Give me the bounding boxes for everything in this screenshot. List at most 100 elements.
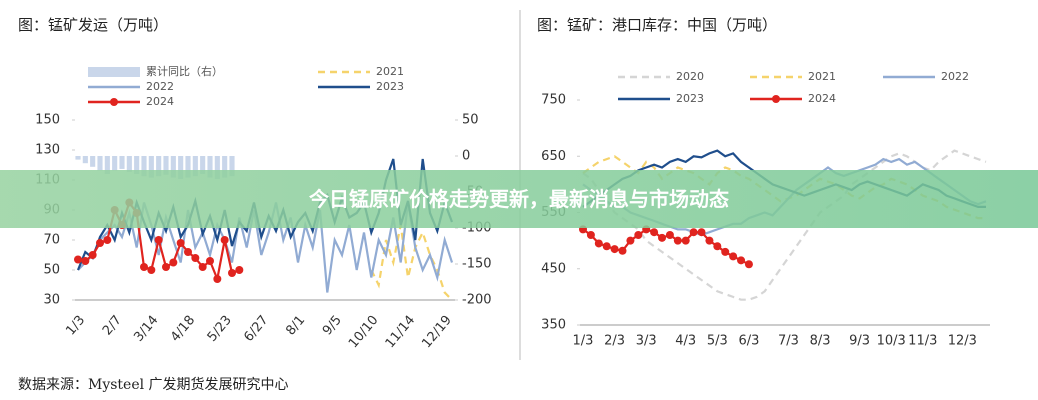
marker [147, 266, 156, 274]
legend-label: 2021 [376, 65, 404, 78]
bar [126, 156, 132, 172]
bar [119, 156, 125, 169]
marker [140, 263, 148, 271]
y2-tick-label: -200 [462, 293, 492, 308]
marker [228, 269, 236, 277]
bar [170, 156, 176, 178]
y-tick-label: 750 [541, 93, 566, 108]
bar [185, 156, 191, 178]
legend-label: 2022 [146, 80, 174, 93]
marker [650, 228, 659, 237]
legend-label: 2023 [376, 80, 404, 93]
bar [75, 156, 81, 160]
x-tick-label: 8/3 [810, 334, 831, 349]
marker [235, 266, 244, 274]
x-tick-label: 4/18 [168, 313, 198, 345]
marker [586, 231, 595, 239]
x-tick-label: 9/5 [320, 313, 345, 339]
banner: 今日锰原矿价格走势更新，最新消息与市场动态 [0, 170, 1038, 228]
bar [97, 156, 103, 171]
y2-tick-label: 50 [462, 113, 479, 128]
bar [229, 156, 235, 177]
marker [658, 233, 667, 242]
marker [697, 228, 706, 237]
marker [721, 247, 730, 256]
x-tick-label: 1/3 [573, 334, 594, 349]
marker [729, 252, 738, 261]
x-tick-label: 2/3 [604, 334, 625, 349]
marker [737, 256, 746, 265]
chart-title: 图：锰矿发运（万吨） [18, 16, 168, 34]
x-tick-label: 12/3 [948, 334, 977, 349]
legend-label: 2021 [808, 70, 836, 83]
marker [206, 257, 214, 265]
x-tick-label: 4/3 [675, 334, 696, 349]
source-note: 数据来源：Mysteel 广发期货发展研究中心 [18, 377, 289, 393]
bar [134, 156, 140, 174]
chart-title: 图：锰矿：港口库存：中国（万吨） [537, 16, 777, 34]
y2-tick-label: 0 [462, 149, 470, 164]
y-tick-label: 450 [541, 261, 566, 276]
legend-label: 累计同比（右） [146, 64, 223, 78]
bar [104, 156, 110, 174]
legend-swatch [88, 67, 140, 77]
y-tick-label: 50 [43, 263, 60, 278]
x-tick-label: 1/3 [63, 313, 88, 339]
series-line [582, 228, 750, 266]
bar [178, 156, 184, 180]
legend-label: 2020 [676, 70, 704, 83]
y-tick-label: 30 [43, 293, 60, 308]
marker [81, 257, 90, 265]
x-tick-label: 5/23 [205, 313, 235, 345]
marker [681, 236, 690, 245]
y-tick-label: 150 [35, 113, 60, 128]
x-tick-label: 3/14 [131, 313, 161, 345]
marker [626, 236, 635, 245]
x-tick-label: 11/14 [383, 313, 419, 351]
marker [184, 248, 192, 256]
marker [610, 245, 619, 254]
marker [88, 251, 97, 259]
x-tick-label: 5/3 [707, 334, 728, 349]
y-tick-label: 70 [43, 233, 60, 248]
x-tick-label: 10/3 [877, 334, 906, 349]
bar [200, 156, 206, 174]
marker [744, 260, 753, 269]
marker [162, 263, 170, 271]
x-tick-label: 6/3 [738, 334, 759, 349]
marker [191, 254, 200, 262]
marker [103, 236, 112, 244]
y-tick-label: 650 [541, 149, 566, 164]
marker [618, 246, 627, 255]
marker [689, 228, 698, 237]
marker [154, 236, 163, 244]
marker [220, 236, 229, 244]
x-tick-label: 8/1 [283, 313, 308, 339]
marker [74, 255, 82, 264]
marker [213, 275, 222, 283]
bar [141, 156, 147, 177]
x-tick-label: 12/19 [419, 313, 455, 351]
marker [198, 263, 207, 271]
x-tick-label: 11/3 [908, 334, 937, 349]
y2-tick-label: -150 [462, 257, 492, 272]
legend-marker [772, 95, 780, 103]
y-tick-label: 130 [35, 143, 60, 158]
x-tick-label: 7/3 [778, 334, 799, 349]
bar [163, 156, 169, 175]
legend-label: 2024 [808, 92, 836, 105]
legend-label: 2024 [146, 95, 174, 108]
x-tick-label: 9/3 [849, 334, 870, 349]
marker [594, 239, 603, 248]
series-line [582, 149, 987, 301]
bar [156, 156, 162, 177]
marker [665, 231, 674, 239]
marker [713, 242, 722, 251]
bar [148, 156, 154, 178]
marker [673, 236, 682, 245]
bar [207, 156, 213, 178]
bar [112, 156, 118, 171]
bar [222, 156, 228, 178]
bar [82, 156, 88, 164]
